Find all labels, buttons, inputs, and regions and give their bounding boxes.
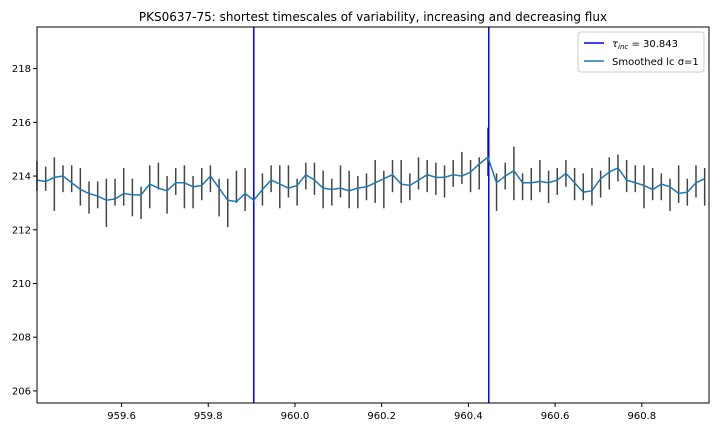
legend-tau-label: τinc = 30.843 (612, 39, 678, 51)
x-tick-label-5: 960.6 (541, 411, 570, 422)
y-tick-label-3: 212 (12, 225, 31, 236)
chart-title: PKS0637-75: shortest timescales of varia… (139, 10, 607, 24)
legend-smooth-label: Smoothed lc σ=1 (612, 57, 699, 68)
x-tick-label-0: 959.6 (107, 411, 136, 422)
x-tick-label-1: 959.8 (194, 411, 223, 422)
legend-tau-value: = 30.843 (628, 39, 678, 50)
legend-box (577, 31, 705, 73)
y-tick-label-2: 210 (12, 279, 31, 290)
x-axis: 959.6 959.8 960.0 960.2 960.4 960.6 960.8 (107, 403, 656, 422)
legend-tau-subscript: inc (618, 43, 628, 51)
legend: τinc = 30.843 Smoothed lc σ=1 (577, 31, 705, 73)
x-tick-label-6: 960.8 (627, 411, 656, 422)
y-axis: 206 208 210 212 214 216 218 (12, 64, 37, 397)
x-tick-label-3: 960.2 (367, 411, 396, 422)
vline-group (253, 27, 490, 403)
y-tick-label-4: 214 (12, 172, 31, 183)
plot-frame (36, 26, 710, 404)
x-tick-label-4: 960.4 (454, 411, 483, 422)
y-tick-label-1: 208 (12, 333, 31, 344)
smoothed-lc-line (36, 156, 705, 203)
y-tick-label-6: 218 (12, 64, 31, 75)
x-tick-label-2: 960.0 (281, 411, 310, 422)
y-tick-label-5: 216 (12, 118, 31, 129)
errorbar-group (36, 127, 706, 228)
y-tick-label-0: 206 (12, 386, 31, 397)
legend-tau-symbol: τ (612, 39, 619, 50)
